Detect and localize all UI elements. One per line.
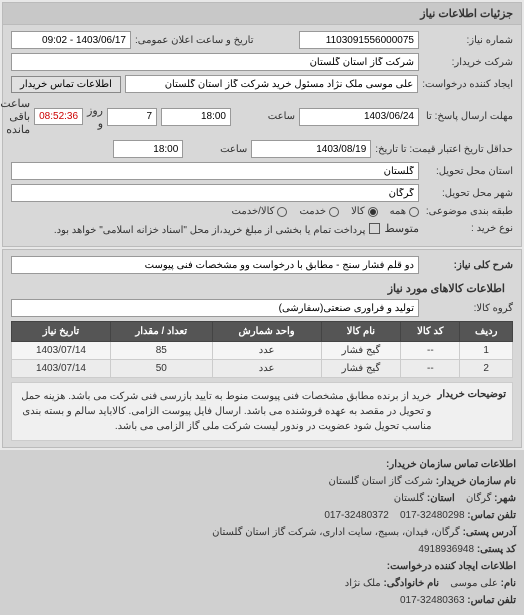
- cphone-label: تلفن تماس:: [467, 510, 516, 521]
- goods-table: ردیفکد کالانام کالاواحد شمارشتعداد / مقد…: [11, 321, 513, 378]
- cphone2-label: تلفن تماس:: [467, 595, 516, 606]
- table-cell: 85: [110, 342, 212, 360]
- ccity-value: گرگان: [466, 493, 491, 504]
- announce-label: تاریخ و ساعت اعلان عمومی:: [135, 35, 254, 46]
- class-goods-radio[interactable]: کالا: [351, 206, 378, 217]
- cphone2-value: 32480363-017: [400, 595, 465, 606]
- deadline-label: مهلت ارسال پاسخ: تا: [423, 111, 513, 122]
- fname-label: نام:: [501, 578, 516, 589]
- contact-section-title: اطلاعات تماس سازمان خریدار:: [386, 459, 516, 470]
- table-header: کد کالا: [401, 322, 460, 342]
- form-body: شماره نیاز: تاریخ و ساعت اعلان عمومی: شر…: [3, 25, 521, 246]
- type-note: پرداخت تمام یا بخشی از مبلغ خرید،از محل …: [54, 225, 366, 236]
- description-box: توضیحات خریدار خرید از برنده مطابق مشخصا…: [11, 382, 513, 441]
- table-cell: 50: [110, 360, 212, 378]
- description-text: خرید از برنده مطابق مشخصات فنی پیوست منو…: [18, 389, 432, 434]
- days-remaining-field[interactable]: [107, 108, 157, 126]
- validity-label: حداقل تاریخ اعتبار قیمت: تا تاریخ:: [375, 144, 513, 155]
- announce-field[interactable]: [11, 31, 131, 49]
- table-header: تعداد / مقدار: [110, 322, 212, 342]
- city-label: شهر محل تحویل:: [423, 188, 513, 199]
- contact-buyer-button[interactable]: اطلاعات تماس خریدار: [11, 76, 121, 93]
- table-cell: 1403/07/14: [12, 360, 111, 378]
- caddress-value: گرگان، فیدان، بسیج، سایت اداری، شرکت گاز…: [212, 527, 460, 538]
- need-title-label: شرح کلی نیاز:: [423, 260, 513, 271]
- lname-label: نام خانوادگی:: [383, 578, 439, 589]
- cpost-label: کد پستی:: [477, 544, 516, 555]
- type-value: متوسط: [384, 222, 419, 235]
- table-cell: 1: [460, 342, 513, 360]
- class-radio-group: همه کالا خدمت کالا/خدمت: [232, 206, 419, 217]
- creator-section-title: اطلاعات ایجاد کننده درخواست:: [387, 561, 516, 572]
- fname-value: علی موسی: [450, 578, 498, 589]
- contact-info-section: اطلاعات تماس سازمان خریدار: نام سازمان خ…: [0, 450, 524, 615]
- days-label: روز و: [87, 104, 103, 130]
- validity-time-field[interactable]: [113, 140, 183, 158]
- class-all-radio[interactable]: همه: [390, 206, 419, 217]
- table-cell: 1403/07/14: [12, 342, 111, 360]
- caddress-label: آدرس پستی:: [463, 527, 516, 538]
- description-label: توضیحات خریدار: [438, 389, 507, 434]
- table-row: 2--گیج فشارعدد501403/07/14: [12, 360, 513, 378]
- table-header: واحد شمارش: [212, 322, 321, 342]
- cref-value: 32480372-017: [324, 510, 389, 521]
- goods-section-title: اطلاعات کالاهای مورد نیاز: [11, 278, 513, 299]
- validity-date-field[interactable]: [251, 140, 371, 158]
- deadline-date-field[interactable]: [299, 108, 419, 126]
- city-field[interactable]: [11, 184, 419, 202]
- cprovince-value: گلستان: [394, 493, 424, 504]
- request-no-label: شماره نیاز:: [423, 35, 513, 46]
- cprovince-label: استان:: [427, 493, 455, 504]
- table-header: تاریخ نیاز: [12, 322, 111, 342]
- class-service-radio[interactable]: خدمت: [299, 206, 339, 217]
- buyer-field[interactable]: [11, 53, 419, 71]
- ccity-label: شهر:: [494, 493, 516, 504]
- creator-field[interactable]: [125, 75, 418, 93]
- time-remaining: 08:52:36: [34, 108, 83, 125]
- class-label: طبقه بندی موضوعی:: [423, 206, 513, 217]
- buyer-label: شرکت خریدار:: [423, 57, 513, 68]
- lname-value: ملک نژاد: [345, 578, 381, 589]
- panel-title: جزئیات اطلاعات نیاز: [3, 3, 521, 25]
- type-label: نوع خرید :: [423, 223, 513, 234]
- province-label: استان محل تحویل:: [423, 166, 513, 177]
- cpost-value: 4918936948: [418, 544, 474, 555]
- time-label-1: ساعت: [235, 111, 295, 122]
- main-panel: جزئیات اطلاعات نیاز شماره نیاز: تاریخ و …: [2, 2, 522, 247]
- need-title-field[interactable]: [11, 256, 419, 274]
- need-panel: شرح کلی نیاز: اطلاعات کالاهای مورد نیاز …: [2, 249, 522, 448]
- table-cell: 2: [460, 360, 513, 378]
- cphone-value: 32480298-017: [400, 510, 465, 521]
- province-field[interactable]: [11, 162, 419, 180]
- table-cell: --: [401, 342, 460, 360]
- group-field[interactable]: [11, 299, 419, 317]
- org-label: نام سازمان خریدار:: [436, 476, 516, 487]
- class-goods-service-radio[interactable]: کالا/خدمت: [232, 206, 288, 217]
- time-label-2: ساعت: [187, 144, 247, 155]
- request-no-field[interactable]: [299, 31, 419, 49]
- table-cell: گیج فشار: [321, 360, 401, 378]
- treasury-checkbox[interactable]: [369, 223, 380, 234]
- group-label: گروه کالا:: [423, 303, 513, 314]
- table-cell: گیج فشار: [321, 342, 401, 360]
- table-row: 1--گیج فشارعدد851403/07/14: [12, 342, 513, 360]
- creator-label: ایجاد کننده درخواست:: [422, 79, 513, 90]
- table-cell: عدد: [212, 342, 321, 360]
- table-header: نام کالا: [321, 322, 401, 342]
- deadline-time-field[interactable]: [161, 108, 231, 126]
- table-header: ردیف: [460, 322, 513, 342]
- org-value: شرکت گاز استان گلستان: [329, 476, 433, 487]
- table-cell: عدد: [212, 360, 321, 378]
- remaining-label: ساعت باقی مانده: [0, 97, 30, 136]
- table-cell: --: [401, 360, 460, 378]
